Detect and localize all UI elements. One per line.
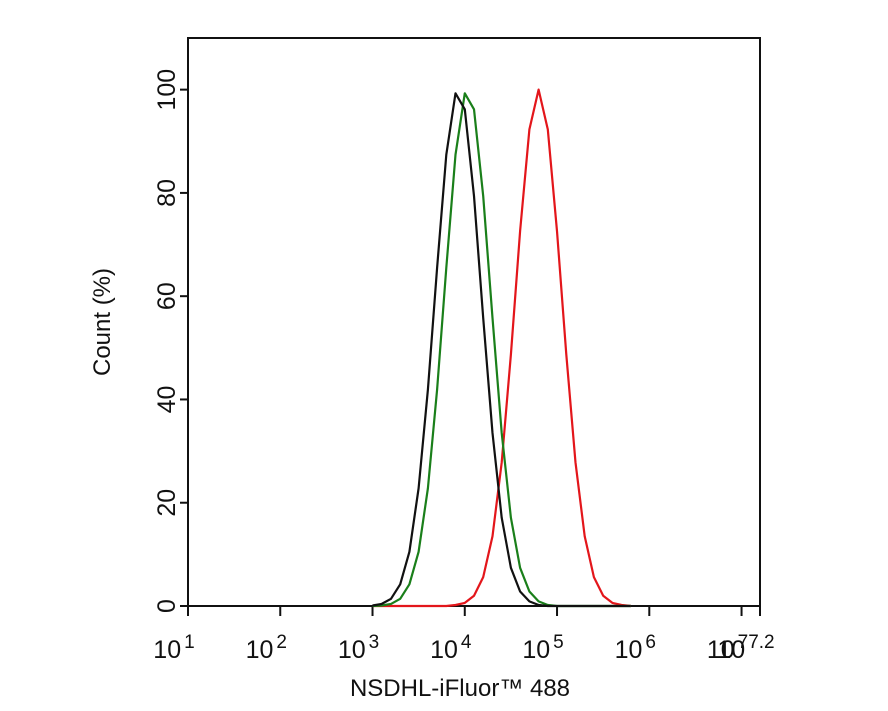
x-tick-base: 10 xyxy=(615,636,643,664)
y-axis-label: Count (%) xyxy=(89,268,116,376)
y-tick-label: 80 xyxy=(153,179,181,207)
x-tick-exponent: 4 xyxy=(461,632,472,653)
x-tick-label: 10 1 xyxy=(153,632,194,664)
x-tick-label: 10 3 xyxy=(338,632,379,664)
x-tick-exponent: 7.2 xyxy=(748,632,774,653)
x-tick-base: 10 xyxy=(246,636,274,664)
x-tick-base: 10 xyxy=(338,636,366,664)
y-tick-label: 20 xyxy=(153,489,181,517)
x-tick-exponent: 5 xyxy=(553,632,564,653)
x-tick-exponent: 6 xyxy=(645,632,656,653)
x-tick-label: 10 4 xyxy=(430,632,472,664)
x-tick-base: 10 xyxy=(522,636,550,664)
x-tick-exponent: 3 xyxy=(369,632,380,653)
x-tick-exponent: 2 xyxy=(276,632,287,653)
x-tick-exponent: 7 xyxy=(738,632,749,653)
histogram-line xyxy=(372,92,631,608)
x-tick-base: 10 xyxy=(717,636,745,664)
y-tick-label: 60 xyxy=(153,282,181,310)
x-tick-exponent: 1 xyxy=(184,632,195,653)
x-tick-base: 10 xyxy=(153,636,181,664)
x-tick-label: 10 2 xyxy=(246,632,287,664)
x-tick-label: 10 7.2 xyxy=(717,632,774,664)
x-tick-label: 10 7 xyxy=(707,632,748,664)
x-tick-label: 10 5 xyxy=(522,632,563,664)
y-tick-label: 40 xyxy=(153,386,181,414)
y-tick-label: 100 xyxy=(153,69,181,111)
plot-frame xyxy=(187,37,761,607)
x-tick-base: 10 xyxy=(707,636,735,664)
x-tick-label: 10 6 xyxy=(615,632,656,664)
histogram-line xyxy=(372,92,631,608)
x-axis-label: NSDHL-iFluor™ 488 xyxy=(350,675,570,702)
y-tick-label: 0 xyxy=(153,599,181,613)
x-tick-base: 10 xyxy=(430,636,458,664)
histogram-line xyxy=(372,88,631,608)
